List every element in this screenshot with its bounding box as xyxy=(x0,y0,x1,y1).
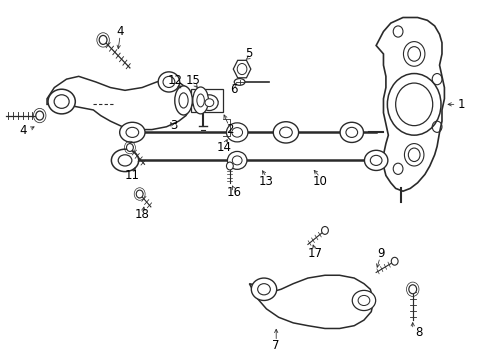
Circle shape xyxy=(408,285,416,294)
Text: 15: 15 xyxy=(185,74,201,87)
Text: 18: 18 xyxy=(134,208,149,221)
Circle shape xyxy=(126,144,133,152)
Ellipse shape xyxy=(118,155,132,166)
Text: 13: 13 xyxy=(259,175,273,188)
Text: 5: 5 xyxy=(244,48,252,60)
Text: 6: 6 xyxy=(229,83,237,96)
Ellipse shape xyxy=(234,78,244,85)
Ellipse shape xyxy=(192,87,208,114)
Ellipse shape xyxy=(231,127,242,137)
Text: 7: 7 xyxy=(272,339,279,352)
Ellipse shape xyxy=(232,156,242,165)
Ellipse shape xyxy=(200,95,218,111)
Ellipse shape xyxy=(364,150,387,171)
Text: 4: 4 xyxy=(19,124,26,137)
Text: 3: 3 xyxy=(170,118,177,132)
Ellipse shape xyxy=(120,122,145,143)
Ellipse shape xyxy=(111,149,139,172)
Ellipse shape xyxy=(163,76,175,87)
Ellipse shape xyxy=(251,278,276,301)
Text: 4: 4 xyxy=(116,25,123,38)
Circle shape xyxy=(321,226,328,234)
Text: 10: 10 xyxy=(312,175,327,188)
Ellipse shape xyxy=(369,156,381,166)
Circle shape xyxy=(226,162,233,170)
Ellipse shape xyxy=(345,127,357,138)
Ellipse shape xyxy=(227,152,246,169)
Ellipse shape xyxy=(174,86,192,115)
Text: 14: 14 xyxy=(216,141,231,154)
Ellipse shape xyxy=(54,95,69,108)
Ellipse shape xyxy=(226,123,247,142)
Text: 16: 16 xyxy=(226,186,241,199)
Text: 12: 12 xyxy=(167,74,183,87)
Circle shape xyxy=(36,111,43,120)
Text: 2: 2 xyxy=(225,123,233,136)
Ellipse shape xyxy=(197,94,204,107)
Text: 11: 11 xyxy=(124,169,140,182)
Circle shape xyxy=(390,257,397,265)
Circle shape xyxy=(99,35,107,44)
Ellipse shape xyxy=(357,296,369,306)
Bar xyxy=(190,89,222,112)
Ellipse shape xyxy=(273,122,298,143)
Ellipse shape xyxy=(179,93,188,108)
Ellipse shape xyxy=(351,291,375,311)
Ellipse shape xyxy=(126,127,139,138)
Ellipse shape xyxy=(257,284,270,295)
Ellipse shape xyxy=(48,89,75,114)
Ellipse shape xyxy=(279,127,292,138)
Text: 9: 9 xyxy=(377,247,384,261)
Circle shape xyxy=(136,190,143,198)
Text: 1: 1 xyxy=(457,98,464,111)
Ellipse shape xyxy=(339,122,363,143)
Ellipse shape xyxy=(158,72,179,92)
Text: 8: 8 xyxy=(414,326,422,339)
Text: 17: 17 xyxy=(307,247,322,261)
Ellipse shape xyxy=(204,99,213,107)
